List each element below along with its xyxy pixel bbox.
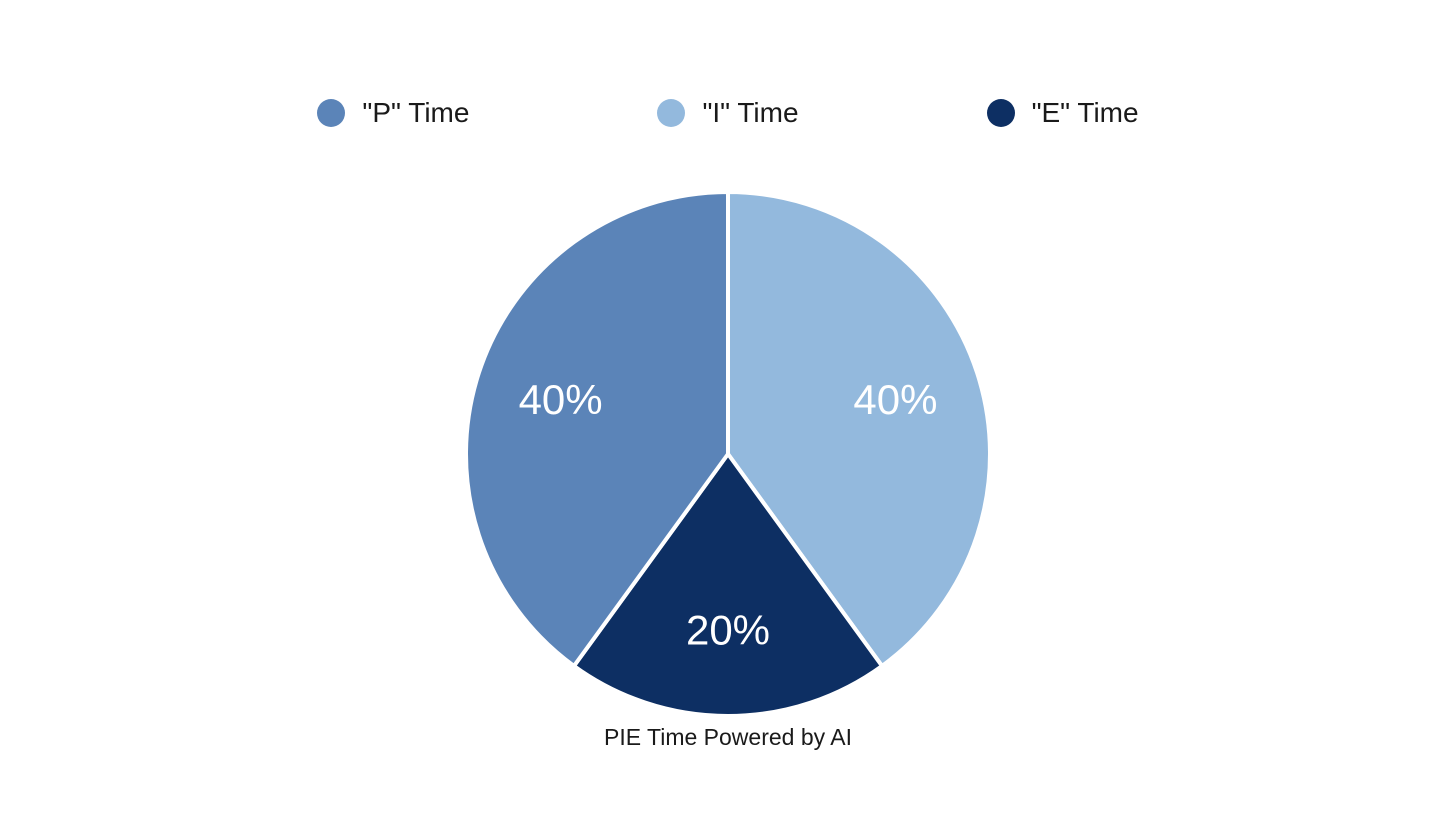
legend-item-e-time: "E" Time: [986, 96, 1139, 130]
legend-marker-icon: [317, 98, 346, 127]
legend-item-label: "E" Time: [1031, 97, 1139, 128]
legend-item-p-time: "P" Time: [317, 96, 469, 130]
chart-caption: PIE Time Powered by AI: [603, 724, 852, 750]
pie-chart: 40% 20% 40%: [464, 190, 992, 718]
legend-item-label: "P" Time: [362, 97, 470, 128]
chart-legend: "P" Time "I" Time "E" Time: [0, 96, 1456, 130]
pie-slice-i-time: [726, 190, 992, 668]
pie-slice-p-time: [464, 190, 730, 668]
legend-marker-icon: [657, 98, 686, 127]
pie-slice-label-i-time: 40%: [853, 376, 937, 423]
pie-slice-label-p-time: 40%: [519, 376, 603, 423]
pie-slice-e-time: [572, 452, 884, 718]
legend-item-label: "I" Time: [702, 97, 799, 128]
legend-marker-icon: [986, 98, 1015, 127]
legend-item-i-time: "I" Time: [657, 96, 799, 130]
pie-slice-label-e-time: 20%: [686, 607, 770, 654]
